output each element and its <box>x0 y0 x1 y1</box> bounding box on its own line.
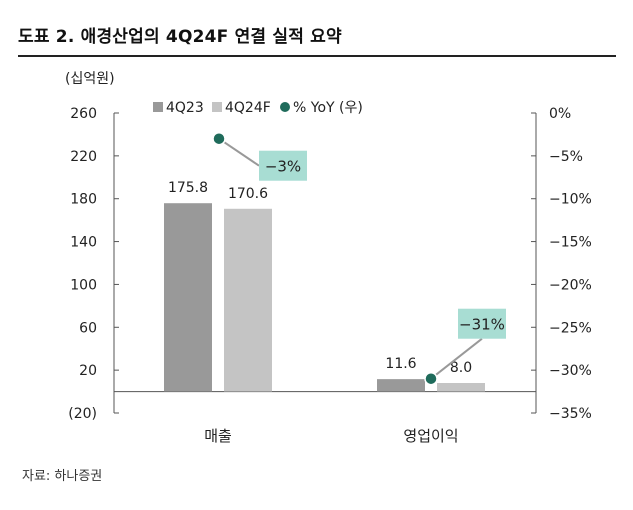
y-left-tick-label: 20 <box>79 363 97 379</box>
figure-title: 도표 2. 애경산업의 4Q24F 연결 실적 요약 <box>18 27 342 47</box>
y-left-tick-label: 180 <box>70 192 97 208</box>
legend-label: 4Q23 <box>166 100 204 116</box>
y-left-tick-label: 260 <box>70 106 97 122</box>
legend-swatch-4q23 <box>153 102 163 112</box>
legend-label: % YoY (우) <box>293 100 363 116</box>
y-left-tick-label: 100 <box>70 277 97 293</box>
y-right-tick-label: 0% <box>549 106 571 122</box>
y-right-tick-label: −30% <box>549 363 592 379</box>
y-right-tick-label: −5% <box>549 149 583 165</box>
x-category-label: 영업이익 <box>403 427 458 445</box>
y-left-tick-label: 140 <box>70 235 97 251</box>
legend-label: 4Q24F <box>225 100 271 116</box>
y-left-unit-label: (십억원) <box>65 71 115 87</box>
y-right-tick-label: −35% <box>549 406 592 422</box>
y-left-tick-label: (20) <box>68 406 97 422</box>
x-category-label: 매출 <box>204 427 232 445</box>
bar-value-label: 8.0 <box>450 360 472 376</box>
source-note: 자료: 하나증권 <box>22 469 103 484</box>
bar-value-label: 11.6 <box>385 356 416 372</box>
yoy-callout-label: −3% <box>265 158 301 176</box>
yoy-callout-label: −31% <box>459 316 505 334</box>
y-right-tick-label: −20% <box>549 277 592 293</box>
y-right-tick-label: −25% <box>549 320 592 336</box>
y-left-tick-label: 60 <box>79 320 97 336</box>
bar-4q24f <box>437 383 485 392</box>
y-right-tick-label: −15% <box>549 235 592 251</box>
yoy-callout-box <box>458 308 506 339</box>
title-divider <box>18 55 616 57</box>
yoy-marker <box>212 131 226 146</box>
callout-leader-line <box>430 337 483 380</box>
yoy-callout-box <box>259 150 307 181</box>
y-right-tick-label: −10% <box>549 192 592 208</box>
y-left-tick-label: 220 <box>70 149 97 165</box>
bar-value-label: 170.6 <box>228 186 268 202</box>
bar-4q23 <box>164 203 212 392</box>
bar-value-label: 175.8 <box>168 180 208 196</box>
bar-4q23 <box>377 379 425 392</box>
legend-marker-yoy <box>280 102 290 112</box>
callout-leader-line <box>218 137 260 167</box>
legend-swatch-4q24f <box>212 102 222 112</box>
bar-4q24f <box>224 208 272 392</box>
yoy-marker <box>424 371 438 386</box>
